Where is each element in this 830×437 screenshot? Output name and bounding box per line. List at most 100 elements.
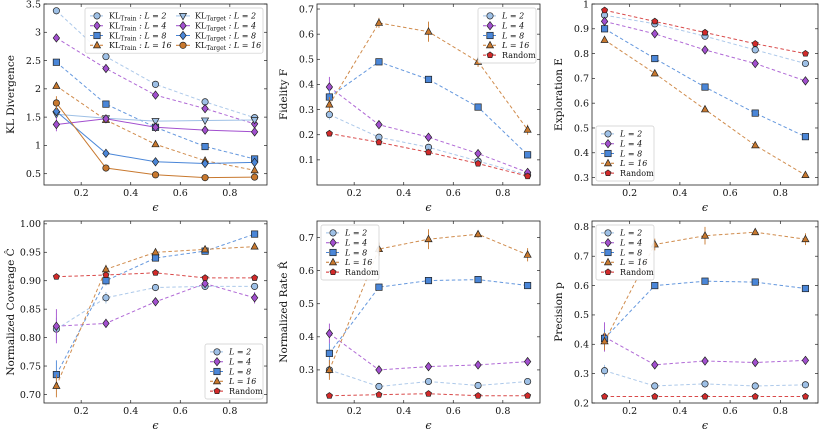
data-point	[250, 293, 259, 303]
y-tick-label: 0.8	[574, 222, 589, 233]
data-point	[474, 103, 482, 111]
data-point	[424, 361, 433, 372]
data-point	[801, 76, 810, 86]
data-point	[151, 80, 160, 88]
series-line	[329, 133, 528, 177]
series-5	[52, 269, 259, 281]
data-point	[523, 125, 532, 133]
series-3	[601, 277, 809, 348]
y-tick-label: 1.00	[20, 219, 41, 230]
data-point	[201, 125, 209, 135]
data-point	[52, 99, 60, 107]
legend-label: L = 8	[619, 149, 642, 158]
x-tick-label: 0.8	[495, 188, 510, 199]
series-line	[328, 279, 528, 354]
data-point	[801, 284, 809, 293]
y-tick-label: 0.4	[299, 80, 314, 91]
legend-marker	[604, 149, 612, 158]
data-point	[751, 392, 759, 400]
y-tick-label: 0.9	[574, 24, 589, 35]
x-tick-label: 0.6	[723, 188, 738, 199]
legend-label: L = 8	[344, 248, 367, 257]
data-point	[151, 247, 160, 256]
legend-box	[84, 7, 264, 54]
data-point	[325, 365, 334, 373]
chart-panel-2: 0.2 0.4 0.6 0.8 0.1 0.2 0.3 0.4 0.5 0.6 0.7 ϵ Fideli…	[278, 3, 541, 214]
y-tick-label: 0.5	[574, 123, 589, 134]
data-point	[600, 16, 609, 27]
y-tick-label: 3.5	[26, 0, 41, 10]
data-point	[325, 349, 333, 357]
x-tick-label: 0.4	[123, 406, 138, 417]
data-point	[375, 382, 383, 391]
y-axis-label: KL Divergence	[5, 55, 17, 134]
data-point	[601, 6, 609, 14]
legend-marker	[328, 257, 338, 266]
data-point	[701, 277, 709, 285]
data-point	[102, 277, 110, 285]
x-axis-label: ϵ	[152, 419, 158, 432]
legend-label: L = 16	[619, 159, 647, 168]
y-tick-label: 0.6	[299, 266, 314, 277]
data-point	[102, 271, 110, 278]
chart-panel-3: 0.2 0.4 0.6 0.8 0.3 0.4 0.5 0.6 0.7 0.8 0.9 1 ϵ Explo…	[553, 0, 819, 214]
legend-box	[204, 343, 264, 400]
data-point	[801, 59, 809, 68]
plot-area	[52, 7, 259, 182]
data-point	[424, 234, 433, 243]
data-point	[801, 133, 809, 141]
legend-marker	[329, 229, 337, 237]
data-point	[474, 392, 482, 399]
data-point	[52, 33, 61, 43]
data-point	[801, 170, 810, 178]
data-point	[474, 381, 482, 390]
data-point	[52, 106, 61, 117]
data-point	[751, 278, 759, 286]
chart-panel-5: 0.2 0.4 0.6 0.8 0.3 0.4 0.5 0.6 0.7 ϵ Normalized R…	[277, 220, 541, 432]
y-tick-label: 0.8	[574, 49, 589, 60]
legend-marker	[178, 12, 188, 21]
y-tick-label: 0.7	[574, 74, 589, 85]
series-1	[601, 364, 809, 390]
data-point	[250, 157, 259, 168]
series-line	[56, 285, 255, 330]
data-point	[651, 282, 659, 290]
legend-marker	[486, 12, 494, 20]
x-tick-label: 0.4	[396, 406, 411, 417]
data-point	[601, 392, 609, 400]
data-point	[424, 27, 433, 35]
legend-label: L = 8	[501, 31, 524, 40]
data-point	[651, 29, 659, 39]
y-tick-label: 2.5	[26, 56, 41, 67]
series-line	[604, 28, 806, 138]
series-3	[601, 25, 809, 141]
data-point	[651, 17, 659, 25]
data-point	[425, 390, 432, 397]
data-point	[250, 165, 259, 174]
legend-box	[595, 224, 655, 281]
x-tick-label: 0.4	[672, 188, 687, 199]
legend-marker	[604, 169, 612, 177]
x-tick-label: 0.2	[74, 188, 89, 199]
data-point	[523, 250, 532, 258]
legend-label: L = 16	[619, 258, 647, 267]
legend-box	[477, 7, 537, 64]
legend-label: L = 4	[228, 358, 251, 367]
series-2	[325, 323, 532, 375]
data-point	[151, 139, 160, 148]
legend-marker	[329, 237, 337, 248]
plot-frame	[316, 220, 541, 404]
data-point	[151, 122, 160, 133]
data-point	[102, 100, 110, 108]
series-1	[325, 109, 532, 179]
data-point	[201, 158, 209, 169]
data-point	[651, 392, 659, 400]
legend-label: KLTrain : L = 16	[109, 41, 172, 52]
data-point	[751, 46, 759, 54]
legend-label: L = 16	[228, 377, 256, 386]
data-point	[52, 381, 61, 389]
data-point	[151, 297, 160, 307]
y-axis-label: Exploration E	[553, 58, 565, 131]
